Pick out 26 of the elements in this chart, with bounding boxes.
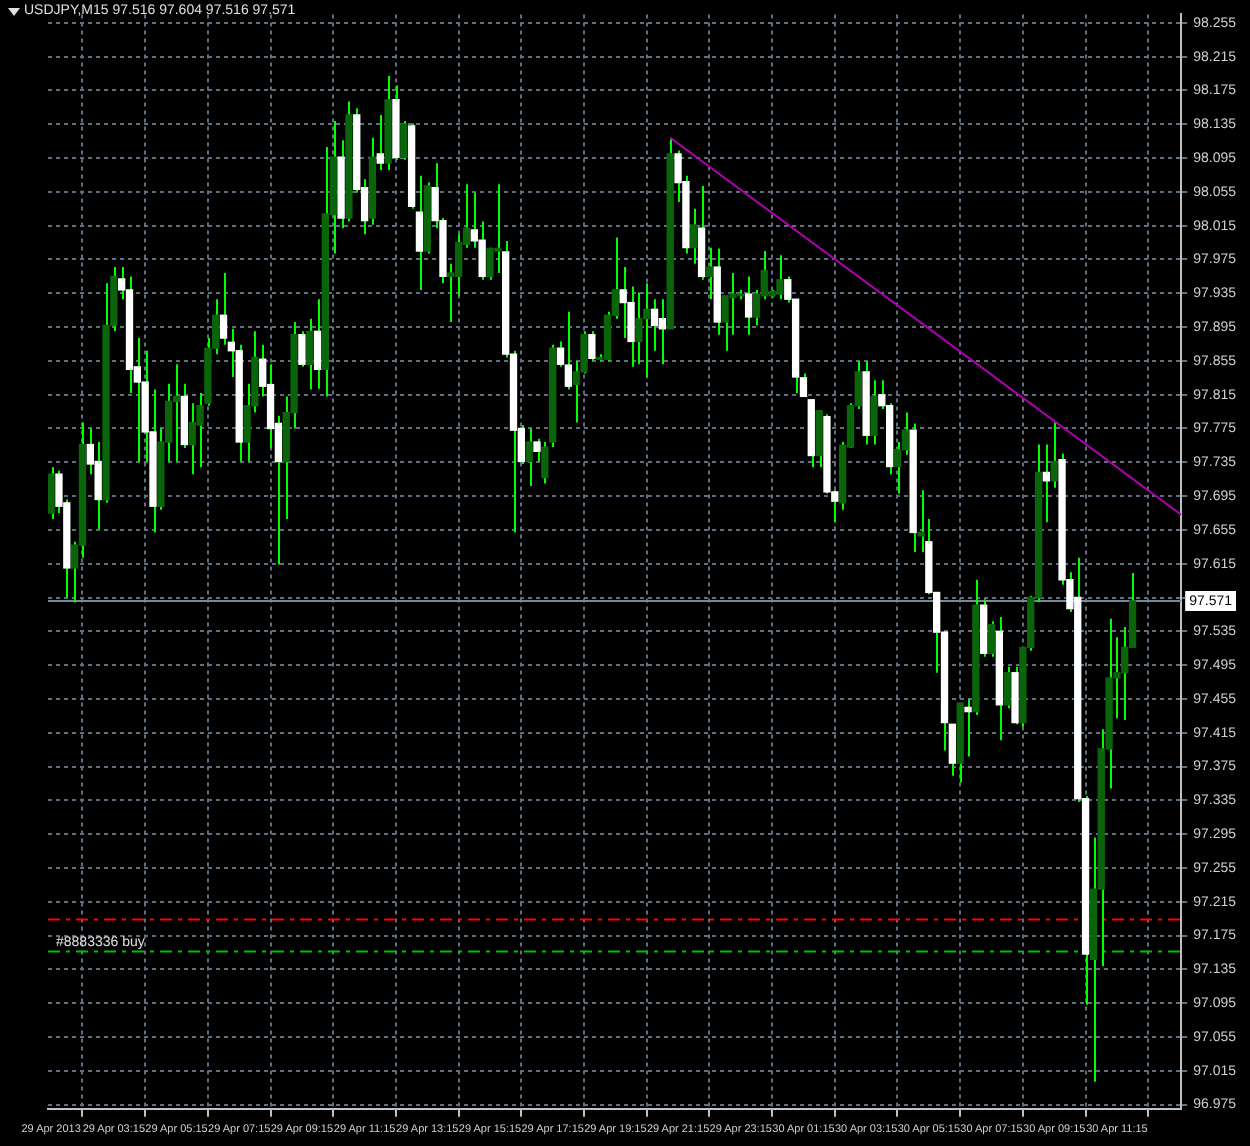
candlestick [619,266,627,340]
candlestick [744,275,753,336]
candlestick [400,119,408,161]
candlestick [705,246,714,301]
candlestick [525,427,533,487]
candlestick [588,330,596,362]
candlestick [188,402,196,476]
candlestick [298,330,306,368]
candlestick [964,697,972,758]
candlestick [1003,665,1011,710]
candlestick [564,310,573,391]
candlestick [48,466,55,520]
candlestick [776,254,784,301]
candlestick [486,246,494,281]
candlestick [415,174,424,291]
candlestick [219,272,228,346]
candlestick [494,183,502,274]
candlestick [643,282,651,378]
candlestick [987,620,996,658]
candlestick [658,298,667,366]
candlestick [729,272,737,336]
candlestick [306,317,314,391]
candlestick [1042,443,1051,524]
candlestick [313,298,322,390]
candlestick [870,379,878,446]
candlestick [690,207,698,265]
